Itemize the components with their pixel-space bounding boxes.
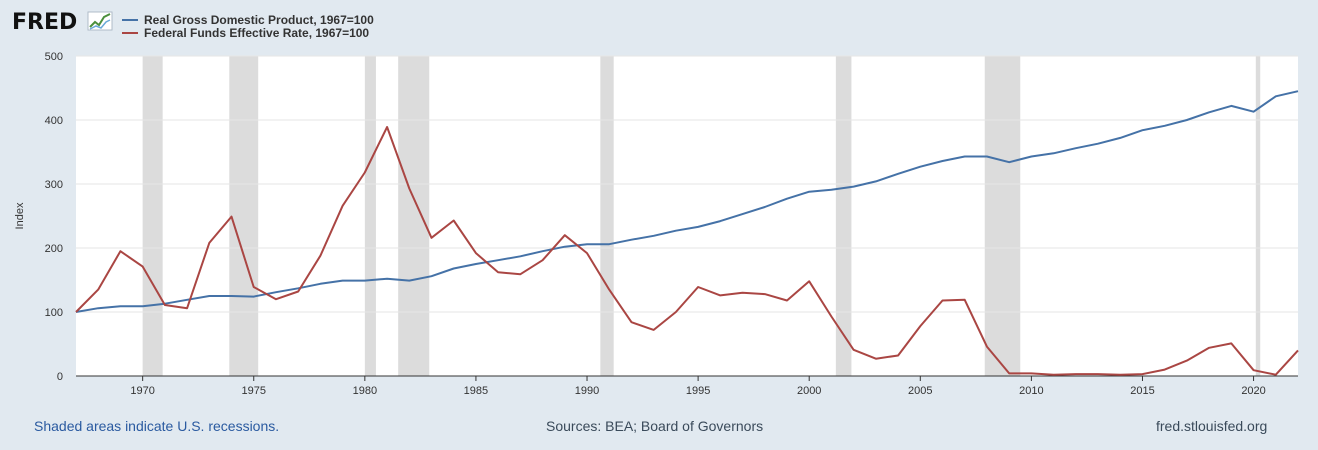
x-tick-label: 1970 xyxy=(130,385,154,397)
logo-text: FRED xyxy=(12,10,77,35)
x-tick-label: 2020 xyxy=(1241,385,1265,397)
x-tick-label: 1995 xyxy=(686,385,710,397)
fred-sparkline-icon xyxy=(87,11,113,31)
y-tick-label: 400 xyxy=(45,115,63,127)
recession-note[interactable]: Shaded areas indicate U.S. recessions. xyxy=(34,418,280,434)
y-axis-title: Index xyxy=(14,202,26,229)
legend-label-gdp: Real Gross Domestic Product, 1967=100 xyxy=(144,13,374,27)
y-tick-label: 100 xyxy=(45,307,63,319)
fred-logo[interactable]: FRED xyxy=(12,10,113,35)
series-line-gdp[interactable] xyxy=(75,90,1299,313)
series-line-ffr[interactable] xyxy=(75,126,1299,376)
recession-shading xyxy=(142,56,1261,376)
y-tick-label: 0 xyxy=(57,371,63,383)
recession-band-0 xyxy=(142,56,163,376)
recession-band-1 xyxy=(229,56,259,376)
y-tick-label: 200 xyxy=(45,243,63,255)
legend-item-ffr[interactable]: Federal Funds Effective Rate, 1967=100 xyxy=(122,26,369,40)
y-tick-label: 500 xyxy=(45,51,63,63)
plot-area xyxy=(76,56,1298,376)
x-tick-label: 1990 xyxy=(575,385,599,397)
y-tick-label: 300 xyxy=(45,179,63,191)
x-tick-label: 1980 xyxy=(353,385,377,397)
x-tick-label: 1975 xyxy=(242,385,266,397)
x-tick-label: 2005 xyxy=(908,385,932,397)
recession-band-7 xyxy=(1255,56,1261,376)
series-lines xyxy=(75,90,1299,376)
recession-band-6 xyxy=(984,56,1021,376)
recession-band-5 xyxy=(835,56,852,376)
legend: Real Gross Domestic Product, 1967=100 Fe… xyxy=(122,13,374,40)
x-tick-label: 2010 xyxy=(1019,385,1043,397)
sources-text: Sources: BEA; Board of Governors xyxy=(546,418,764,434)
y-axis-ticks: 0 100 200 300 400 500 xyxy=(45,51,63,383)
recession-band-3 xyxy=(398,56,430,376)
legend-label-ffr: Federal Funds Effective Rate, 1967=100 xyxy=(144,26,369,40)
x-tick-label: 1985 xyxy=(464,385,488,397)
legend-item-gdp[interactable]: Real Gross Domestic Product, 1967=100 xyxy=(122,13,374,27)
recession-band-4 xyxy=(600,56,614,376)
recession-band-2 xyxy=(364,56,376,376)
x-tick-label: 2000 xyxy=(797,385,821,397)
site-link[interactable]: fred.stlouisfed.org xyxy=(1156,418,1268,434)
x-axis-ticks: 1970 1975 1980 1985 1990 1995 2000 2005 2010 2015… xyxy=(130,376,1266,397)
x-tick-label: 2015 xyxy=(1130,385,1154,397)
gridlines xyxy=(76,55,1298,377)
